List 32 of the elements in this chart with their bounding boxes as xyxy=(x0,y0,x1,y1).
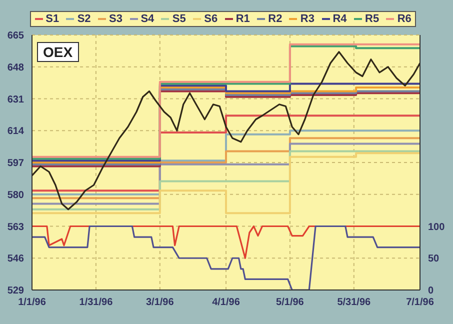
y-tick-label: 648 xyxy=(7,62,24,74)
y2-tick-label: 100 xyxy=(428,222,446,233)
x-tick-label: 7/1/96 xyxy=(406,297,434,308)
y-tick-label: 597 xyxy=(7,158,24,170)
x-tick-label: 1/1/96 xyxy=(18,297,46,308)
x-tick-label: 5/31/96 xyxy=(337,297,372,308)
legend-label: S4 xyxy=(140,13,154,25)
legend-label: R3 xyxy=(299,13,314,25)
y2-tick-label: 50 xyxy=(428,254,440,265)
x-tick-label: 1/31/96 xyxy=(79,297,114,308)
legend-label: R5 xyxy=(364,13,380,25)
legend-label: S5 xyxy=(171,13,186,25)
legend-label: S3 xyxy=(108,13,122,25)
y2-tick-label: 0 xyxy=(428,286,434,297)
legend-label: R2 xyxy=(267,13,282,25)
y-tick-label: 580 xyxy=(7,190,24,201)
x-tick-label: 3/1/96 xyxy=(146,297,174,308)
legend-label: R4 xyxy=(332,13,347,25)
x-tick-label: 4/1/96 xyxy=(212,297,240,308)
legend-label: S6 xyxy=(203,13,218,25)
legend-label: R6 xyxy=(396,13,412,25)
y-tick-label: 546 xyxy=(7,254,24,265)
legend-label: R1 xyxy=(234,13,250,25)
x-tick-label: 5/1/96 xyxy=(276,297,304,308)
legend-label: S1 xyxy=(44,13,60,25)
y-tick-label: 631 xyxy=(7,94,24,106)
text: OEX xyxy=(37,42,79,62)
y-tick-label: 563 xyxy=(7,222,24,233)
y-tick-label: 665 xyxy=(7,30,24,42)
legend-label: S2 xyxy=(76,13,91,25)
y-tick-label: 529 xyxy=(7,286,24,297)
y-tick-label: 614 xyxy=(7,126,24,138)
